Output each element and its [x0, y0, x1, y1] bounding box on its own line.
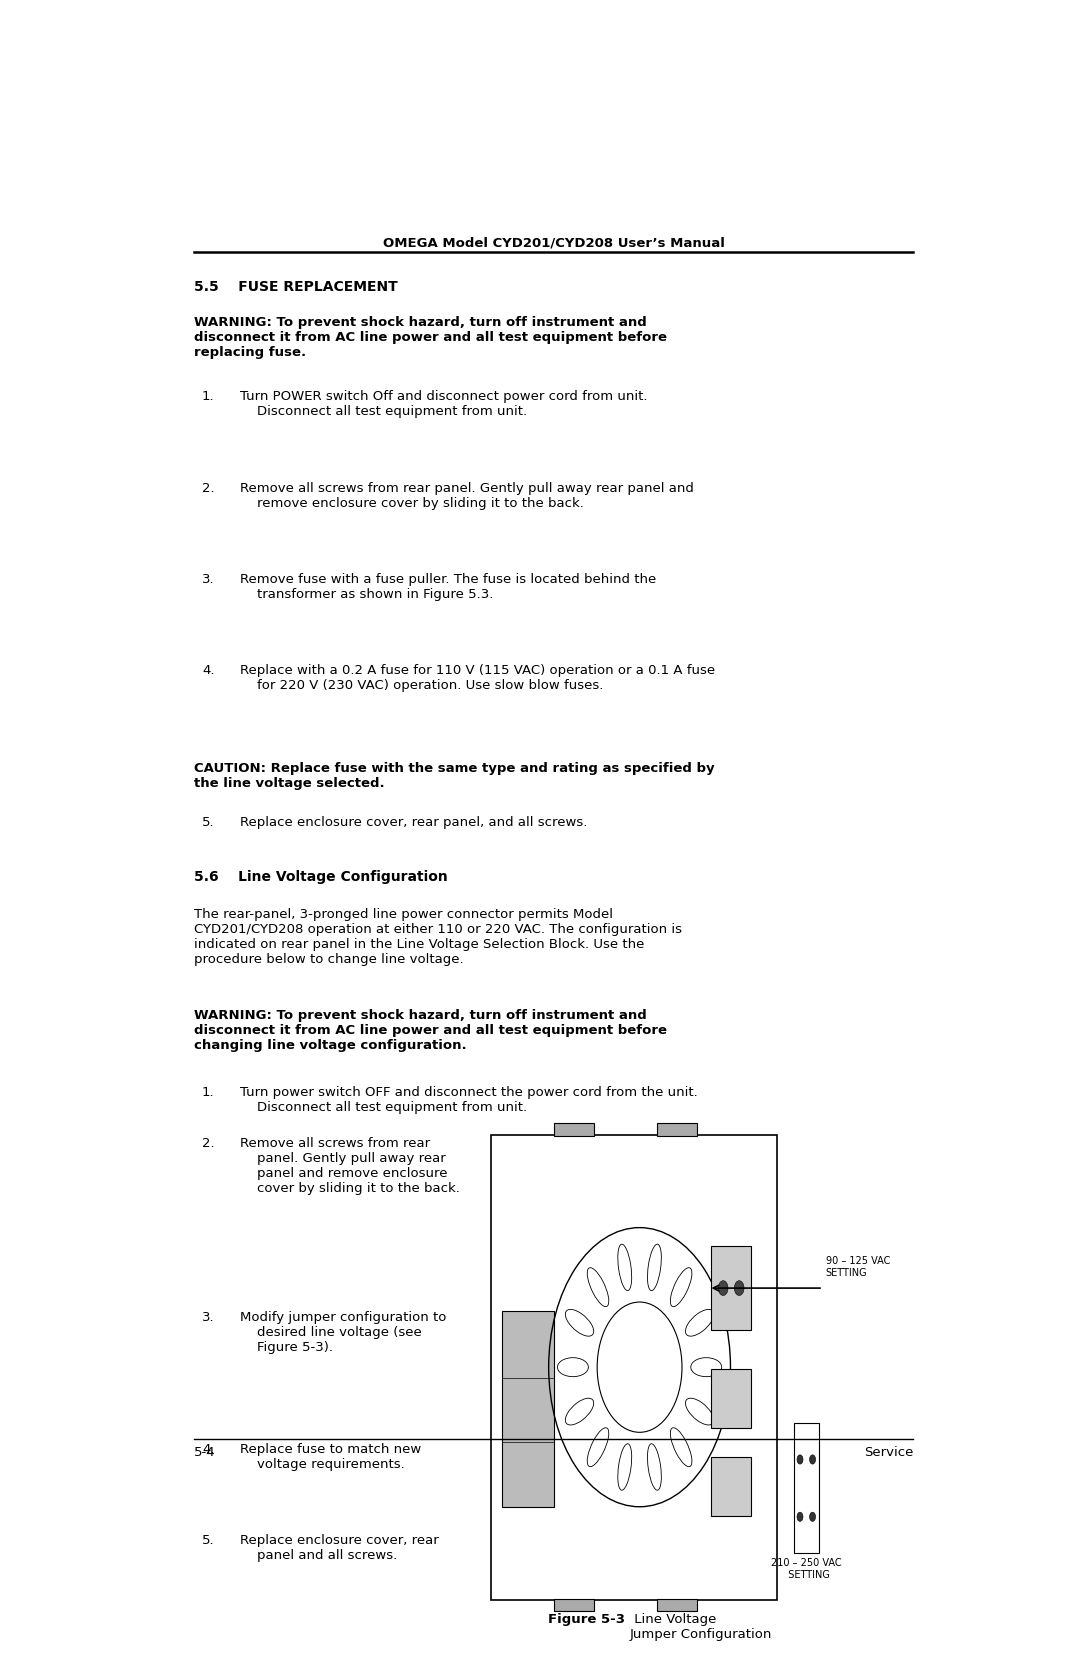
Text: 3.: 3. [202, 572, 215, 586]
Bar [490, 1135, 777, 1601]
Text: 1.: 1. [202, 1087, 215, 1098]
Text: 2.: 2. [202, 482, 215, 494]
Text: Modify jumper configuration to
    desired line voltage (see
    Figure 5-3).: Modify jumper configuration to desired l… [240, 1310, 446, 1354]
Bar [794, 1424, 819, 1554]
Text: 210 – 250 VAC
  SETTING: 210 – 250 VAC SETTING [771, 1559, 841, 1581]
Text: Turn power switch OFF and disconnect the power cord from the unit.
    Disconnec: Turn power switch OFF and disconnect the… [240, 1087, 698, 1113]
Text: 5.: 5. [202, 816, 215, 829]
Text: WARNING: To prevent shock hazard, turn off instrument and
disconnect it from AC : WARNING: To prevent shock hazard, turn o… [193, 1008, 666, 1051]
Text: Replace fuse to match new
    voltage requirements.: Replace fuse to match new voltage requir… [240, 1444, 421, 1470]
Circle shape [810, 1512, 815, 1522]
Text: CAUTION: Replace fuse with the same type and rating as specified by
the line vol: CAUTION: Replace fuse with the same type… [193, 761, 714, 789]
Text: 3.: 3. [202, 1310, 215, 1324]
Text: Figure 5-3: Figure 5-3 [549, 1612, 625, 1626]
Circle shape [797, 1455, 804, 1464]
Text: Remove fuse with a fuse puller. The fuse is located behind the
    transformer a: Remove fuse with a fuse puller. The fuse… [240, 572, 656, 601]
Circle shape [797, 1512, 804, 1522]
Text: Replace enclosure cover, rear panel, and all screws.: Replace enclosure cover, rear panel, and… [240, 816, 588, 829]
Text: OMEGA Model CYD201/CYD208 User’s Manual: OMEGA Model CYD201/CYD208 User’s Manual [382, 237, 725, 249]
Bar [657, 1599, 697, 1611]
Circle shape [597, 1302, 681, 1432]
Text: 5.6    Line Voltage Configuration: 5.6 Line Voltage Configuration [193, 870, 447, 885]
Text: WARNING: To prevent shock hazard, turn off instrument and
disconnect it from AC : WARNING: To prevent shock hazard, turn o… [193, 315, 666, 359]
Text: Remove all screws from rear
    panel. Gently pull away rear
    panel and remov: Remove all screws from rear panel. Gentl… [240, 1137, 459, 1195]
Bar [554, 1599, 594, 1611]
Circle shape [810, 1455, 815, 1464]
Circle shape [734, 1280, 744, 1295]
Text: 5.5    FUSE REPLACEMENT: 5.5 FUSE REPLACEMENT [193, 280, 397, 294]
Bar [554, 1123, 594, 1137]
Text: Service: Service [864, 1445, 914, 1459]
Text: The rear-panel, 3-pronged line power connector permits Model
CYD201/CYD208 opera: The rear-panel, 3-pronged line power con… [193, 908, 681, 966]
Bar [657, 1123, 697, 1137]
Text: 2.: 2. [202, 1137, 215, 1150]
Text: Line Voltage
Jumper Configuration: Line Voltage Jumper Configuration [630, 1612, 772, 1641]
Text: 5.: 5. [202, 1534, 215, 1547]
Bar [711, 1457, 752, 1515]
Bar [711, 1369, 752, 1427]
Text: 4.: 4. [202, 664, 215, 678]
Text: 1.: 1. [202, 391, 215, 404]
Text: Replace with a 0.2 A fuse for 110 V (115 VAC) operation or a 0.1 A fuse
    for : Replace with a 0.2 A fuse for 110 V (115… [240, 664, 715, 693]
Bar [502, 1312, 554, 1507]
Text: Turn POWER switch Off and disconnect power cord from unit.
    Disconnect all te: Turn POWER switch Off and disconnect pow… [240, 391, 647, 419]
Bar [711, 1247, 752, 1330]
Text: 90 – 125 VAC
SETTING: 90 – 125 VAC SETTING [825, 1257, 890, 1278]
Text: Replace enclosure cover, rear
    panel and all screws.: Replace enclosure cover, rear panel and … [240, 1534, 438, 1562]
Text: Remove all screws from rear panel. Gently pull away rear panel and
    remove en: Remove all screws from rear panel. Gentl… [240, 482, 693, 509]
Circle shape [718, 1280, 728, 1295]
Text: 4.: 4. [202, 1444, 215, 1455]
Text: 5-4: 5-4 [193, 1445, 215, 1459]
